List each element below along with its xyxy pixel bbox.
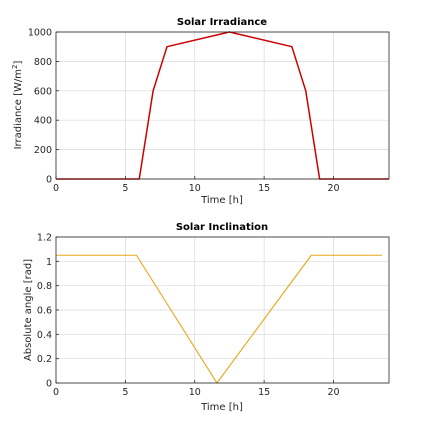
irradiance-series	[56, 31, 389, 180]
y-tick-label: 600	[34, 86, 52, 97]
irradiance-y-label-sup: 2	[11, 64, 19, 68]
x-tick-label: 20	[327, 387, 339, 398]
x-tick-label: 10	[189, 183, 201, 194]
irradiance-x-label: Time [h]	[200, 195, 243, 206]
inclination-axis-ticks: 0 5 10 15 20 0 0.2 0.4 0.6 0.8 1 1.2	[37, 233, 340, 399]
series-line	[56, 31, 389, 180]
y-tick-label: 200	[34, 145, 52, 156]
irradiance-y-label-main: Irradiance [W/m	[13, 69, 24, 149]
irradiance-y-label: Irradiance [W/m2]	[11, 60, 24, 149]
inclination-grid	[55, 236, 389, 384]
y-tick-label: 0.2	[37, 354, 52, 365]
irradiance-chart: Solar Irradiance 0 5 10 15 20020040060080010…	[11, 17, 390, 206]
inclination-x-label: Time [h]	[200, 402, 243, 413]
irradiance-plot-frame	[55, 31, 390, 180]
x-tick-label: 15	[258, 183, 270, 194]
inclination-plot-frame	[55, 236, 390, 384]
y-tick-label: 1.2	[37, 233, 52, 244]
x-tick-label: 15	[258, 387, 270, 398]
y-tick-label: 0.4	[37, 330, 52, 341]
y-tick-label: 0.8	[37, 281, 52, 292]
inclination-chart: Solar Inclination 0 5 10 15 20 0 0.2 0.4 0.6 0.8 1…	[23, 222, 390, 413]
y-tick-label: 800	[34, 57, 52, 68]
y-tick-label: 0.6	[37, 306, 52, 317]
x-tick-label: 0	[53, 183, 59, 194]
y-tick-label: 0	[46, 379, 52, 390]
x-tick-label: 5	[122, 387, 128, 398]
irradiance-y-label-end: ]	[13, 60, 24, 64]
y-tick-label: 1000	[28, 28, 52, 39]
inclination-chart-title: Solar Inclination	[176, 222, 268, 233]
x-tick-label: 0	[53, 387, 59, 398]
x-tick-label: 5	[122, 183, 128, 194]
y-tick-label: 1	[46, 257, 52, 268]
y-tick-label: 400	[34, 116, 52, 127]
irradiance-chart-title: Solar Irradiance	[177, 17, 267, 28]
x-tick-label: 20	[327, 183, 339, 194]
x-tick-label: 10	[189, 387, 201, 398]
y-tick-label: 0	[46, 175, 52, 186]
irradiance-grid	[55, 31, 389, 180]
inclination-y-label: Absolute angle [rad]	[23, 259, 34, 361]
